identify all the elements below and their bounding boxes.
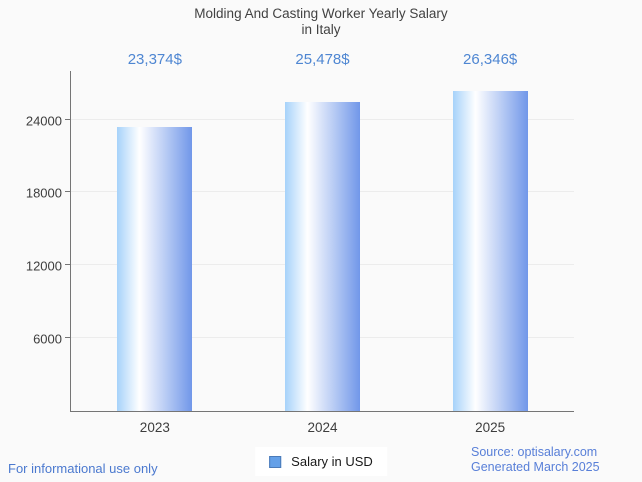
disclaimer-text: For informational use only xyxy=(8,461,158,476)
generated-line: Generated March 2025 xyxy=(471,460,600,474)
bar-2024 xyxy=(285,101,360,411)
bar-2023 xyxy=(117,127,193,411)
x-tick-label-2024: 2024 xyxy=(307,420,338,435)
chart-legend: Salary in USD xyxy=(255,447,387,476)
value-label-2024: 25,478$ xyxy=(295,51,350,68)
y-tick-label-24000: 24000 xyxy=(25,113,62,129)
y-tick-label-18000: 18000 xyxy=(25,185,62,201)
y-tick-mark-6000 xyxy=(65,337,71,339)
legend-swatch-icon xyxy=(269,455,282,468)
source-line: Source: optisalary.com xyxy=(471,445,598,459)
y-tick-mark-12000 xyxy=(65,264,71,266)
bar-2025 xyxy=(452,91,528,411)
x-tick-label-2025: 2025 xyxy=(475,420,506,435)
value-label-2023: 23,374$ xyxy=(127,51,182,68)
y-tick-label-6000: 6000 xyxy=(33,331,62,347)
y-tick-mark-18000 xyxy=(65,191,71,193)
x-tick-label-2023: 2023 xyxy=(139,420,170,435)
chart-title-line1: Molding And Casting Worker Yearly Salary xyxy=(194,6,448,21)
plot-area: 6000 12000 18000 24000 23,374$ 2023 25,478$ 20… xyxy=(26,51,574,435)
legend-label: Salary in USD xyxy=(291,454,373,469)
value-label-2025: 26,346$ xyxy=(463,51,518,68)
y-tick-label-12000: 12000 xyxy=(25,258,62,274)
source-block: Source: optisalary.com Generated March 2… xyxy=(471,445,600,475)
chart-title-line2: in Italy xyxy=(301,21,341,37)
y-tick-mark-24000 xyxy=(65,118,71,120)
chart-title: Molding And Casting Worker Yearly Salary… xyxy=(0,6,642,37)
